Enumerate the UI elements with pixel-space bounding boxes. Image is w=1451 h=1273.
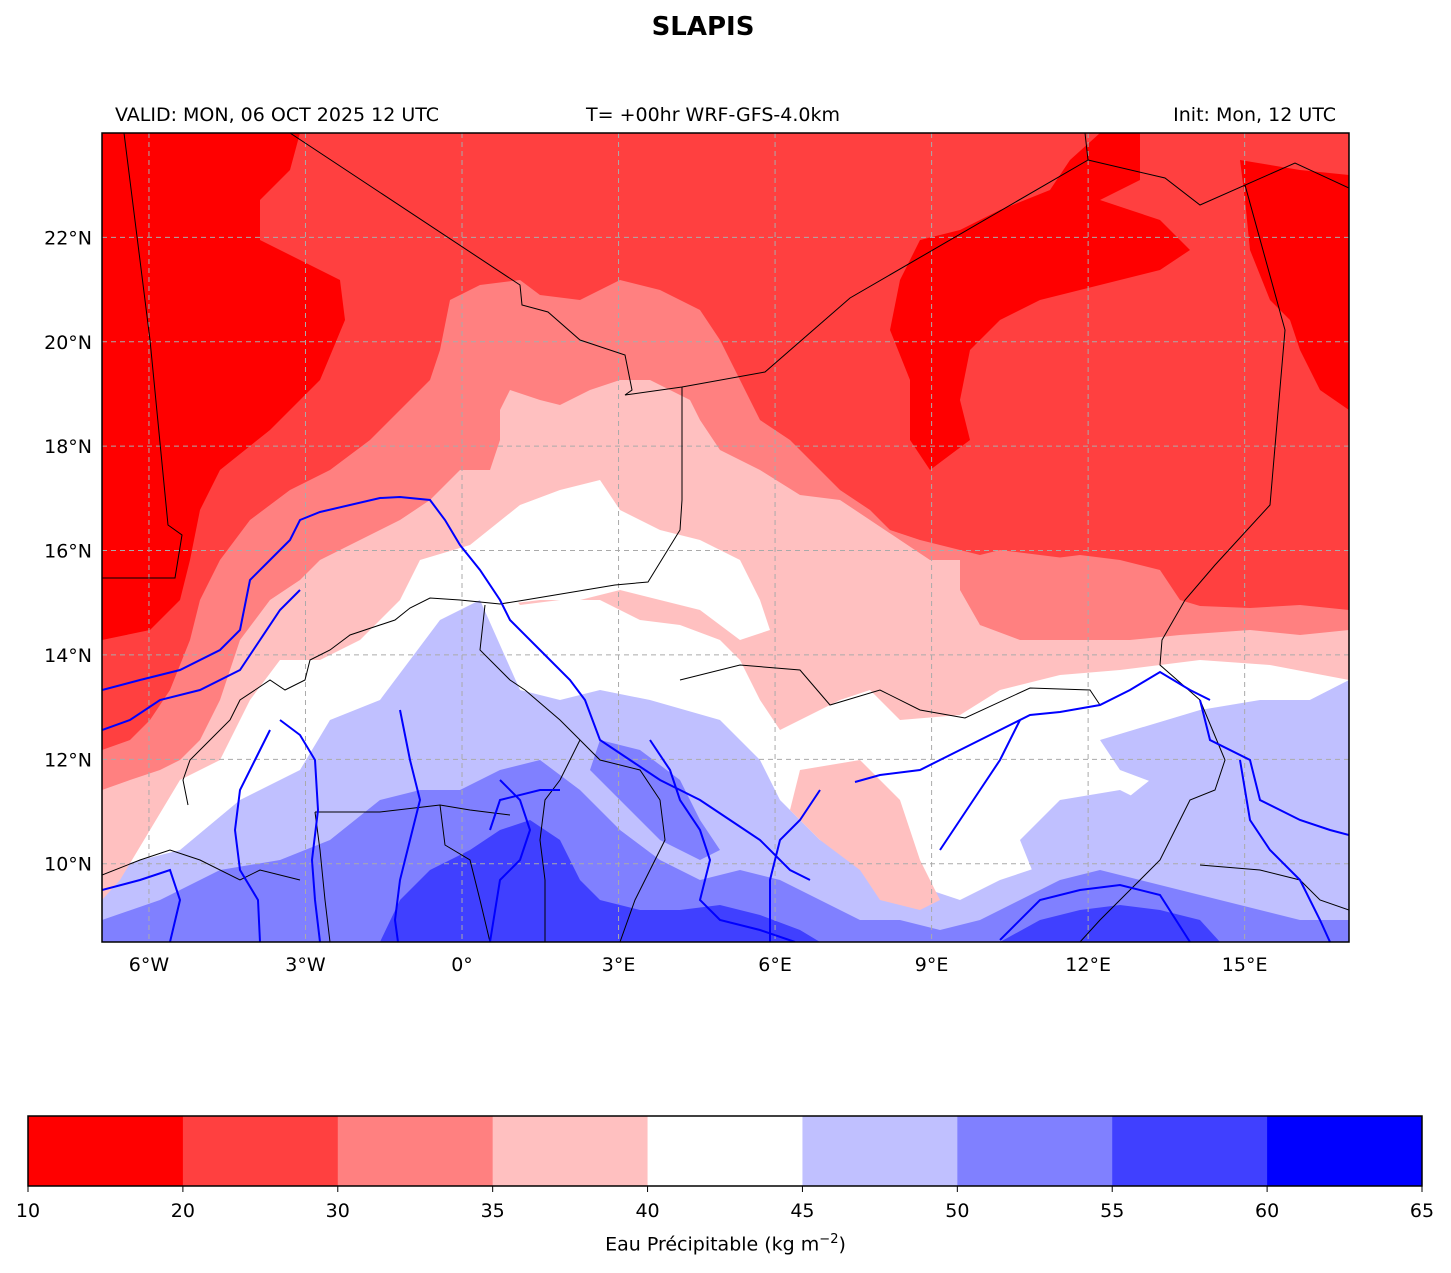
field-region-light-wet-east: [1100, 700, 1349, 800]
river-east-south: [999, 883, 1191, 942]
init-time-label: Init: Mon, 12 UTC: [1173, 104, 1336, 126]
colorbar-segment: [647, 1116, 803, 1186]
colorbar-segment: [802, 1116, 958, 1186]
border-burkina: [182, 689, 256, 806]
lat-tick-label: 22°N: [44, 227, 92, 249]
lat-tick-label: 18°N: [44, 436, 92, 458]
lon-tick-label: 0°: [451, 954, 473, 976]
map-gridlines: [102, 133, 1349, 942]
river-volta-black: [233, 729, 271, 942]
valid-time-label: VALID: MON, 06 OCT 2025 12 UTC: [115, 104, 440, 126]
lon-tick-label: 12°E: [1065, 954, 1111, 976]
river-benue: [854, 670, 1211, 783]
river-north-tributary: [489, 789, 560, 831]
river-chari: [1199, 699, 1349, 836]
colorbar-segment: [182, 1116, 339, 1186]
field-region-very-dry-ne: [1240, 160, 1349, 410]
colorbar-tick-label: 40: [635, 1200, 659, 1222]
river-kaduna: [769, 789, 821, 942]
river-oti: [393, 709, 422, 942]
colorbar: 10 20 30 35 40 45 50 55 60 65: [16, 1115, 1434, 1222]
lat-tick-label: 12°N: [44, 749, 92, 771]
field-region-wet-east: [1000, 905, 1220, 942]
colorbar-frame: [27, 1115, 1423, 1187]
lat-tick-label: 10°N: [44, 854, 92, 876]
river-gongola: [939, 719, 1021, 851]
lat-tick-label: 20°N: [44, 332, 92, 354]
border-benin-nigeria: [579, 739, 666, 942]
border-chad-libya-west: [1159, 184, 1286, 701]
model-run-label: T= +00hr WRF-GFS-4.0km: [586, 104, 840, 126]
precipitable-water-field: [102, 133, 1349, 942]
lon-tick-label: 3°W: [285, 954, 326, 976]
river-sokoto: [649, 739, 796, 942]
lon-tick-label: 3°E: [602, 954, 636, 976]
field-region-moderate-dry-east: [960, 550, 1160, 640]
map-axis-ticks: 6°W 3°W 0° 3°E 6°E 9°E 12°E 15°E 10°N 12°N 14°N 16°…: [44, 227, 1267, 976]
colorbar-segment: [28, 1116, 184, 1186]
river-niger: [102, 495, 811, 881]
colorbar-tick-label: 50: [945, 1200, 969, 1222]
lon-tick-label: 15°E: [1222, 954, 1268, 976]
field-region-very-dry-west: [102, 133, 345, 640]
lon-tick-label: 9°E: [915, 954, 949, 976]
field-region-neutral-core: [470, 480, 770, 640]
border-ivory-ghana: [314, 811, 331, 942]
colorbar-tick-label: 35: [481, 1200, 505, 1222]
colorbar-tick-label: 45: [790, 1200, 814, 1222]
rivers: [102, 495, 1349, 942]
lon-tick-label: 6°E: [758, 954, 792, 976]
country-borders: [102, 133, 1349, 942]
border-niger-burkina: [479, 604, 526, 691]
border-mali-algeria: [289, 133, 1089, 396]
border-ivory-mali: [102, 849, 301, 881]
colorbar-label: Eau Précipitable (kg m−2): [605, 1232, 846, 1256]
river-niger-inner-delta: [102, 589, 301, 731]
colorbar-segment: [337, 1116, 494, 1186]
colorbar-segment: [492, 1116, 649, 1186]
colorbar-segment: [1267, 1116, 1423, 1186]
border-ghana-burkina: [315, 804, 511, 816]
river-logone: [1239, 759, 1331, 942]
chart-title: SLAPIS: [651, 12, 755, 42]
border-mali-niger: [254, 387, 683, 691]
field-region-wet: [380, 820, 820, 942]
colorbar-tick-label: 20: [171, 1200, 195, 1222]
lon-tick-label: 6°W: [129, 954, 170, 976]
field-region-light-dry-patch: [790, 760, 940, 910]
map-frame: [101, 132, 1350, 943]
colorbar-segment: [1112, 1116, 1268, 1186]
colorbar-tick-label: 30: [326, 1200, 350, 1222]
colorbar-tick-label: 55: [1100, 1200, 1124, 1222]
border-niger-nigeria: [679, 664, 1101, 719]
border-togo-ghana: [439, 804, 491, 942]
border-nigeria-cameroon: [1079, 699, 1226, 942]
colorbar-tick-label: 10: [16, 1200, 40, 1222]
lat-tick-label: 14°N: [44, 645, 92, 667]
colorbar-segment: [957, 1116, 1113, 1186]
colorbar-tick-label: 65: [1410, 1200, 1434, 1222]
border-niger-chad: [1087, 159, 1349, 206]
river-volta: [279, 719, 321, 942]
border-mauritania-mali: [102, 133, 183, 579]
river-sw: [102, 868, 182, 942]
field-region-very-dry-north: [740, 133, 1190, 470]
colorbar-tick-label: 60: [1255, 1200, 1279, 1222]
field-region-light-wet-east2: [1020, 790, 1160, 900]
lat-tick-label: 16°N: [44, 541, 92, 563]
field-region-moderate-wet-central: [590, 740, 720, 860]
